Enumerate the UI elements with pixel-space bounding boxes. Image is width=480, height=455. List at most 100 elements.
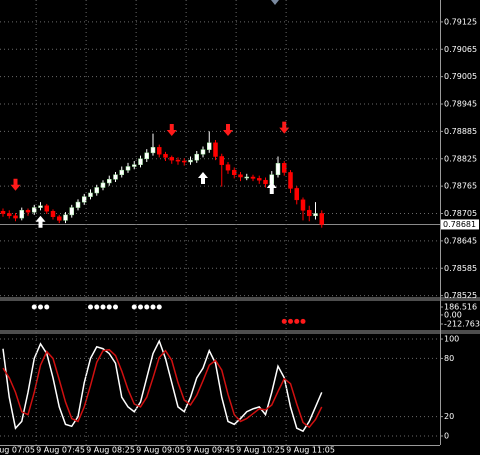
y-tick-label: 0.79005 — [444, 72, 477, 81]
x-tick-label: 9 Aug 11:05 — [286, 446, 335, 455]
signal-dot — [138, 304, 143, 310]
candle-body — [219, 156, 224, 165]
signal-arrow — [279, 121, 290, 134]
signal-arrow — [166, 123, 177, 136]
y-tick-label: 0.78585 — [444, 264, 477, 273]
candle-body — [144, 152, 149, 160]
y-tick-label: 0 — [444, 431, 449, 440]
y-tick-label: 0.79125 — [444, 17, 477, 26]
candle-body — [75, 201, 81, 208]
candle-body — [157, 147, 162, 155]
candle-body — [213, 142, 218, 157]
candle-body — [294, 188, 299, 201]
signal-dot — [94, 304, 100, 310]
y-tick-label: 80 — [444, 354, 454, 363]
x-tick-label: 9 Aug 10:25 — [236, 446, 285, 455]
signal-dot — [131, 304, 137, 310]
x-tick-label: 9 Aug 08:25 — [86, 446, 135, 455]
candle-body — [307, 210, 312, 217]
y-tick-label: 100 — [444, 335, 459, 344]
candle-body — [57, 216, 62, 221]
candle-body — [263, 179, 268, 185]
x-tick-label: 9 Aug 07:05 — [0, 446, 35, 455]
candle-body — [44, 205, 49, 212]
signal-dot — [100, 304, 106, 310]
candle-body — [107, 179, 112, 184]
signal-arrow — [10, 178, 21, 191]
candle-body — [63, 214, 68, 221]
candle-body — [38, 205, 43, 208]
x-tick-label: 9 Aug 09:45 — [186, 446, 235, 455]
candle-body — [319, 213, 324, 225]
candle-body — [282, 163, 287, 173]
candle-body — [125, 166, 131, 171]
candle-body — [182, 160, 187, 163]
candle-body — [288, 172, 293, 189]
signal-dot — [88, 304, 93, 310]
candle-body — [19, 210, 24, 219]
candle-body — [194, 153, 199, 161]
signal-arrow — [35, 215, 46, 228]
candle-body — [275, 163, 281, 175]
signal-dot — [156, 304, 162, 310]
signal-arrow — [198, 171, 208, 184]
candle-body — [257, 178, 262, 181]
y-tick-label: 0.78825 — [444, 154, 477, 163]
signal-arrow — [223, 123, 233, 136]
candle-body — [150, 147, 156, 154]
candle-body — [225, 164, 231, 171]
candle-body — [250, 176, 256, 179]
y-tick-label: 0.79065 — [444, 45, 477, 54]
candle-body — [244, 176, 249, 179]
y-tick-label: 0.78885 — [444, 127, 477, 136]
candle-body — [119, 169, 124, 175]
candle-body — [169, 157, 174, 161]
candle-body — [113, 174, 118, 180]
candle-body — [300, 199, 306, 211]
candle-body — [94, 187, 99, 194]
candle-body — [100, 182, 106, 188]
chart-shift-marker — [271, 0, 279, 5]
y-tick-label: -212.763 — [444, 320, 480, 329]
signal-arrow — [266, 182, 277, 195]
candle-body — [175, 159, 181, 162]
candle-body — [50, 210, 56, 217]
candle-body — [7, 213, 12, 217]
candle-body — [163, 153, 168, 158]
current-price-label: 0.78681 — [443, 220, 476, 229]
signal-dot — [288, 318, 293, 324]
y-tick-label: 0.78945 — [444, 100, 477, 109]
signal-dot — [144, 304, 150, 310]
signal-dot — [44, 304, 50, 310]
candle-body — [132, 164, 137, 167]
signal-dot — [106, 304, 112, 310]
x-tick-label: 9 Aug 07:45 — [36, 446, 85, 455]
current-price-box — [441, 219, 479, 230]
signal-dot — [294, 318, 300, 324]
candle-body — [200, 149, 206, 155]
y-tick-label: 0.00 — [444, 310, 462, 319]
candle-body — [25, 210, 31, 213]
signal-dot — [31, 304, 37, 310]
y-tick-label: 20 — [444, 412, 454, 421]
oscillator-line — [2, 348, 323, 429]
y-tick-label: 186.516 — [444, 303, 477, 312]
y-tick-label: 0.78645 — [444, 236, 477, 245]
candle-body — [188, 159, 193, 163]
signal-dot — [300, 318, 306, 324]
candle-body — [138, 158, 143, 165]
candle-body — [13, 215, 18, 219]
candle-body — [32, 207, 37, 213]
signal-dot — [113, 304, 118, 310]
candle-body — [82, 196, 87, 203]
y-tick-label: 0.78705 — [444, 209, 477, 218]
oscillator-line — [2, 339, 323, 433]
candle-body — [69, 207, 74, 216]
candle-body — [313, 213, 318, 217]
signal-dot — [38, 304, 43, 310]
signal-dot — [150, 304, 156, 310]
candle-body — [207, 142, 212, 150]
